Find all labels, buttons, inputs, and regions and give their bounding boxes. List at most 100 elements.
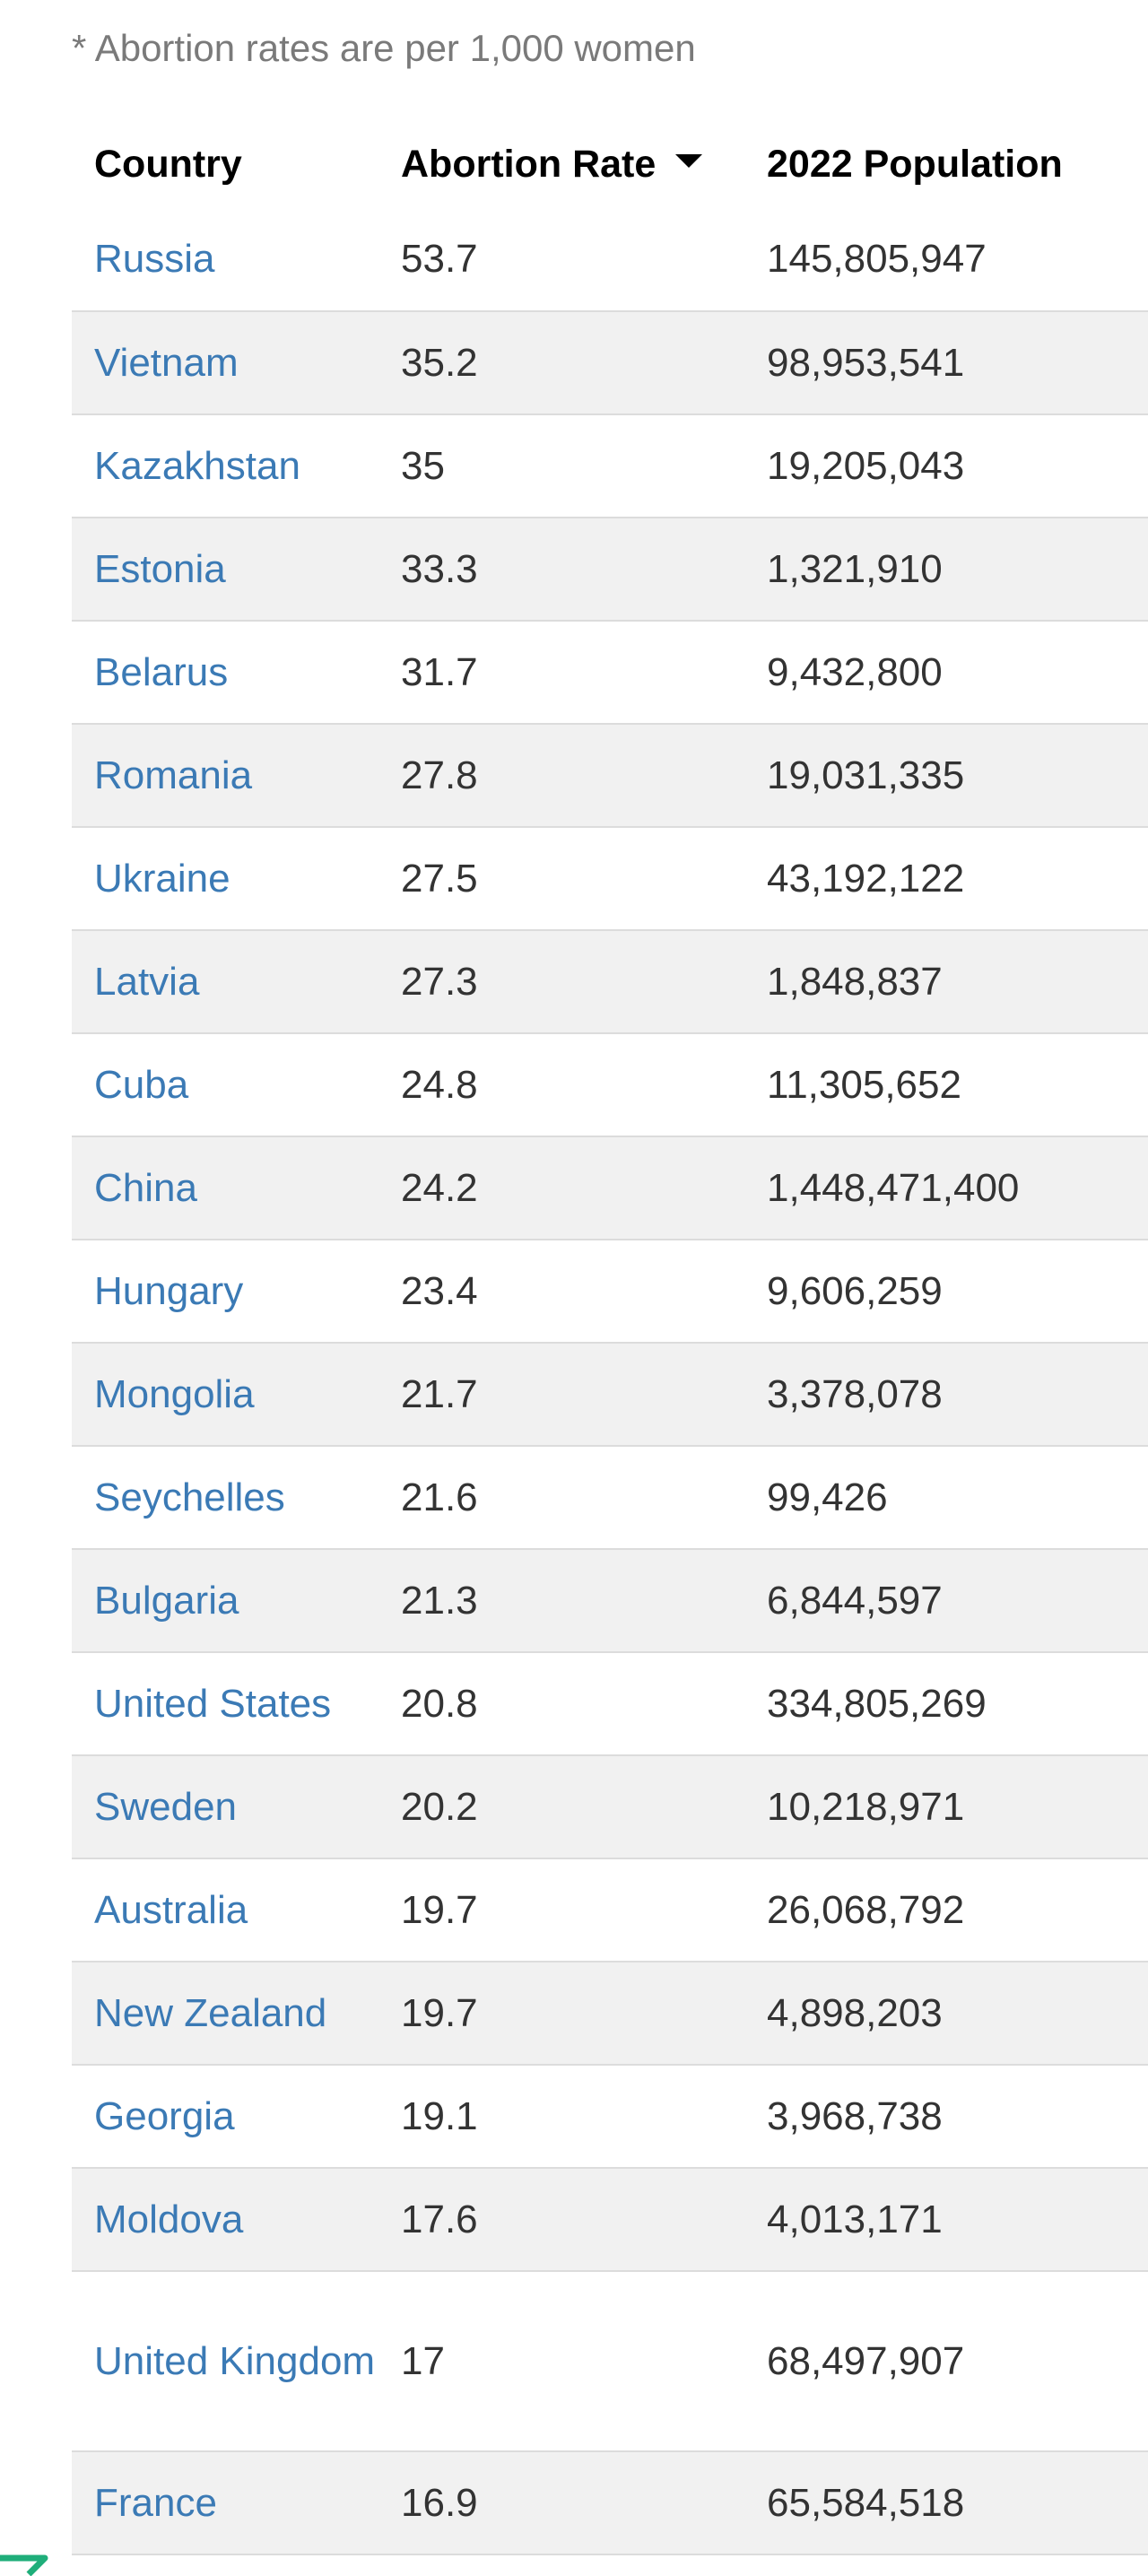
abortion-rate-cell: 16.9 [378,2451,744,2555]
country-link[interactable]: China [94,1165,197,1210]
country-link[interactable]: Bulgaria [94,1578,239,1623]
population-cell: 10,218,971 [744,1755,1148,1859]
country-link[interactable]: Moldova [94,2197,244,2241]
abortion-rate-cell: 17.6 [378,2168,744,2272]
table-row: Sweden 20.2 10,218,971 [72,1755,1148,1859]
country-link[interactable]: Australia [94,1887,248,1932]
abortion-rate-cell: 35.2 [378,311,744,415]
table-row: Kazakhstan 35 19,205,043 [72,414,1148,518]
country-link[interactable]: Hungary [94,1268,244,1313]
country-link[interactable]: United Kingdom [94,2338,376,2383]
table-row: Latvia 27.3 1,848,837 [72,930,1148,1034]
abortion-rate-cell: 35 [378,414,744,518]
country-link[interactable]: Vietnam [94,340,239,385]
population-cell: 68,497,907 [744,2271,1148,2452]
table-row: Australia 19.7 26,068,792 [72,1858,1148,1962]
column-header-label: Abortion Rate [401,142,657,186]
country-cell: Mongolia [72,1343,378,1447]
population-cell: 1,848,837 [744,930,1148,1034]
population-cell: 9,432,800 [744,621,1148,725]
table-row: United Kingdom 17 68,497,907 [72,2271,1148,2452]
country-link[interactable]: United States [94,1681,332,1726]
country-link[interactable]: France [94,2480,217,2525]
population-cell: 4,013,171 [744,2168,1148,2272]
population-cell: 1,448,471,400 [744,1136,1148,1240]
table-row: Hungary 23.4 9,606,259 [72,1240,1148,1344]
country-cell: China [72,1136,378,1240]
country-cell: New Zealand [72,1962,378,2066]
country-cell: United States [72,1652,378,1756]
country-link[interactable]: Belarus [94,649,229,694]
column-header-population[interactable]: 2022 Population [744,120,1148,208]
table-row: Georgia 19.1 3,968,738 [72,2065,1148,2169]
population-cell: 11,305,652 [744,1033,1148,1137]
abortion-rate-cell: 19.1 [378,2065,744,2169]
abortion-rate-cell: 21.6 [378,1446,744,1550]
abortion-rate-cell: 31.7 [378,621,744,725]
country-link[interactable]: Seychelles [94,1475,285,1519]
abortion-rate-cell: 19.7 [378,1962,744,2066]
population-cell: 9,606,259 [744,1240,1148,1344]
column-header-country[interactable]: Country [72,120,378,208]
population-cell: 1,321,910 [744,518,1148,622]
green-logo-icon[interactable] [0,2522,56,2576]
abortion-rate-cell: 19.7 [378,1858,744,1962]
table-row: Estonia 33.3 1,321,910 [72,518,1148,622]
abortion-rate-cell: 23.4 [378,1240,744,1344]
table-row: Seychelles 21.6 99,426 [72,1446,1148,1550]
population-cell: 3,968,738 [744,2065,1148,2169]
country-link[interactable]: Estonia [94,546,226,591]
table-row: Mongolia 21.7 3,378,078 [72,1343,1148,1447]
abortion-rate-cell: 33.3 [378,518,744,622]
population-cell: 65,584,518 [744,2451,1148,2555]
country-link[interactable]: Kazakhstan [94,443,300,488]
country-cell: Cuba [72,1033,378,1137]
population-cell: 145,805,947 [744,208,1148,312]
table-row: France 16.9 65,584,518 [72,2451,1148,2555]
table-row: United States 20.8 334,805,269 [72,1652,1148,1756]
country-link[interactable]: Cuba [94,1062,189,1107]
country-cell: Estonia [72,518,378,622]
abortion-rate-cell: 24.8 [378,1033,744,1137]
column-header-label: Country [94,142,242,186]
population-cell: 99,426 [744,1446,1148,1550]
country-link[interactable]: Mongolia [94,1371,255,1416]
country-link[interactable]: Sweden [94,1784,238,1829]
abortion-rate-cell: 27.8 [378,724,744,828]
country-link[interactable]: Romania [94,753,253,797]
country-cell: Sweden [72,1755,378,1859]
column-header-abortion-rate[interactable]: Abortion Rate [378,120,744,208]
population-cell: 43,192,122 [744,827,1148,931]
country-cell: Georgia [72,2065,378,2169]
population-cell: 19,205,043 [744,414,1148,518]
country-cell: Hungary [72,1240,378,1344]
abortion-rate-cell: 21.3 [378,1549,744,1653]
abortion-rate-cell: 27.5 [378,827,744,931]
population-cell: 4,898,203 [744,1962,1148,2066]
population-cell: 98,953,541 [744,311,1148,415]
country-cell: Bulgaria [72,1549,378,1653]
country-cell: Ukraine [72,827,378,931]
table-row: New Zealand 19.7 4,898,203 [72,1962,1148,2066]
country-cell: Seychelles [72,1446,378,1550]
table-row: Belarus 31.7 9,432,800 [72,621,1148,725]
country-link[interactable]: New Zealand [94,1990,327,2035]
table-row: Ukraine 27.5 43,192,122 [72,827,1148,931]
abortion-rate-table: Country Abortion Rate 2022 Population Ru… [72,120,1148,2555]
table-row: Russia 53.7 145,805,947 [72,208,1148,312]
abortion-rate-cell: 20.8 [378,1652,744,1756]
sort-desc-icon [675,153,703,168]
country-link[interactable]: Ukraine [94,856,230,901]
country-cell: France [72,2451,378,2555]
country-cell: Kazakhstan [72,414,378,518]
abortion-rate-cell: 24.2 [378,1136,744,1240]
population-cell: 19,031,335 [744,724,1148,828]
abortion-rate-cell: 27.3 [378,930,744,1034]
country-link[interactable]: Georgia [94,2093,235,2138]
country-cell: Latvia [72,930,378,1034]
country-link[interactable]: Russia [94,237,215,281]
country-link[interactable]: Latvia [94,959,200,1004]
column-header-label: 2022 Population [767,142,1063,186]
abortion-rate-cell: 21.7 [378,1343,744,1447]
country-cell: Moldova [72,2168,378,2272]
